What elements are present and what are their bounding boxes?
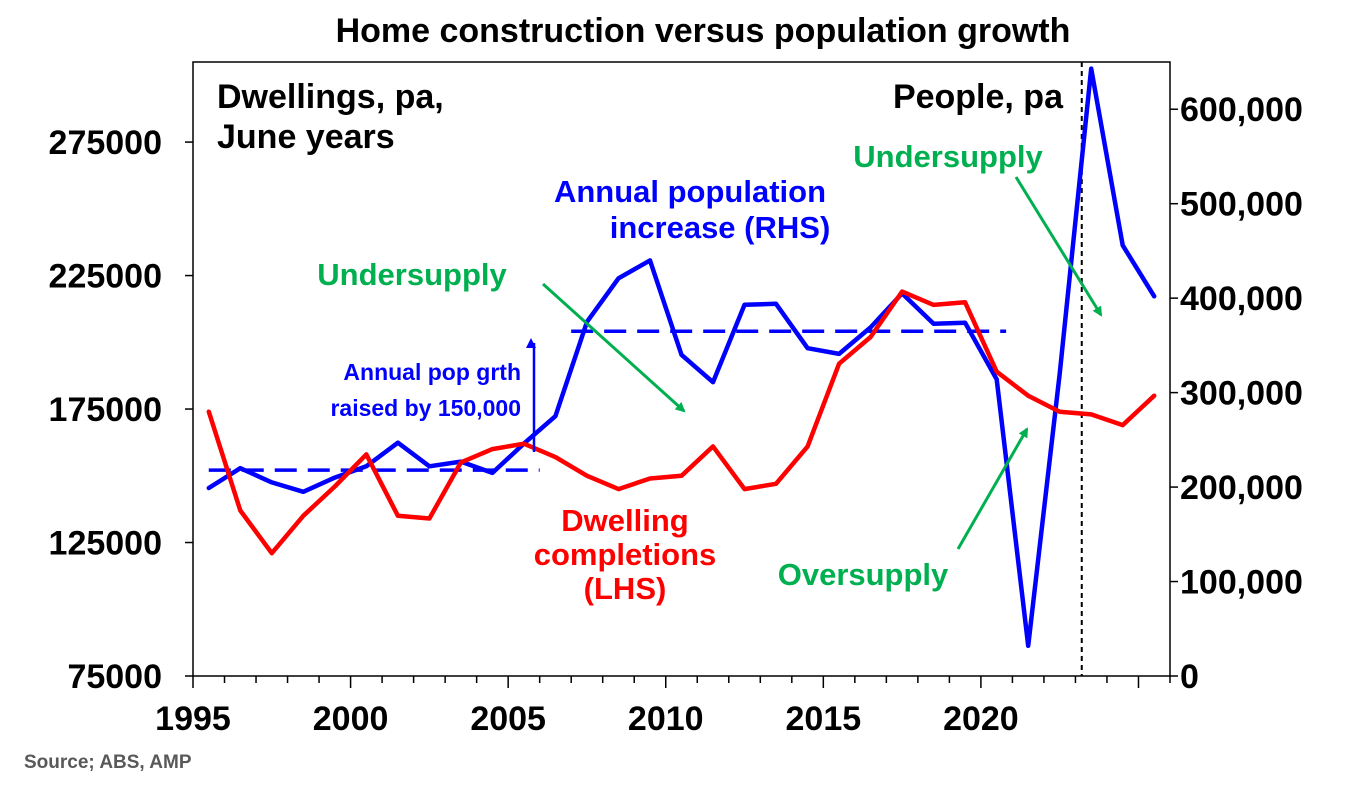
x-tick-label: 2000	[313, 700, 389, 738]
right-y-tick-label: 300,000	[1180, 375, 1303, 413]
dwelling-series-label-line-3: (LHS)	[584, 571, 667, 606]
left-y-tick-label: 75000	[67, 658, 162, 696]
pop-growth-note-line-1: Annual pop grth	[343, 359, 521, 385]
left-y-axis: 75000 125000 175000 225000 275000	[49, 124, 193, 696]
x-tick-label: 2015	[786, 700, 862, 738]
undersupply-label-2: Undersupply	[853, 139, 1043, 174]
right-y-tick-label: 100,000	[1180, 564, 1303, 602]
series-layer	[206, 66, 1157, 649]
pop-growth-note-line-2: raised by 150,000	[330, 395, 521, 421]
x-tick-label: 1995	[155, 700, 231, 738]
population-series-label-line-2: increase (RHS)	[610, 210, 831, 245]
chart-title: Home construction versus population grow…	[336, 12, 1071, 50]
undersupply-arrow-2	[1014, 176, 1103, 317]
left-y-tick-label: 275000	[49, 124, 162, 162]
left-y-tick-label: 225000	[49, 258, 162, 296]
right-y-tick-label: 500,000	[1180, 186, 1303, 224]
right-y-tick-label: 200,000	[1180, 469, 1303, 507]
dwelling-series-label-line-1: Dwelling	[561, 503, 688, 538]
x-tick-label: 2020	[943, 700, 1019, 738]
undersupply-arrow-1	[541, 282, 686, 413]
left-axis-label-line-1: Dwellings, pa,	[217, 78, 444, 116]
left-y-tick-label: 175000	[49, 391, 162, 429]
right-y-tick-label: 0	[1180, 658, 1199, 696]
dwelling-completions-line	[206, 289, 1157, 556]
plot-area	[192, 61, 1171, 677]
left-axis-label-line-2: June years	[217, 118, 395, 156]
oversupply-label: Oversupply	[778, 557, 949, 592]
right-y-axis: 0 100,000 200,000 300,000 400,000 500,000 600,…	[1170, 91, 1303, 696]
right-axis-label: People, pa	[893, 78, 1064, 116]
source-note: Source; ABS, AMP	[24, 752, 192, 773]
dwelling-series-label-line-2: completions	[534, 537, 717, 572]
x-tick-label: 2010	[628, 700, 704, 738]
population-series-label-line-1: Annual population	[554, 174, 826, 209]
x-tick-label: 2005	[470, 700, 546, 738]
x-axis: 1995 2000 2005 2010 2015 2020	[155, 676, 1171, 738]
population-increase-line	[206, 66, 1157, 649]
oversupply-arrow	[956, 427, 1029, 550]
left-y-tick-label: 125000	[49, 525, 162, 563]
undersupply-label-1: Undersupply	[317, 257, 507, 292]
right-y-tick-label: 600,000	[1180, 91, 1303, 129]
right-y-tick-label: 400,000	[1180, 280, 1303, 318]
